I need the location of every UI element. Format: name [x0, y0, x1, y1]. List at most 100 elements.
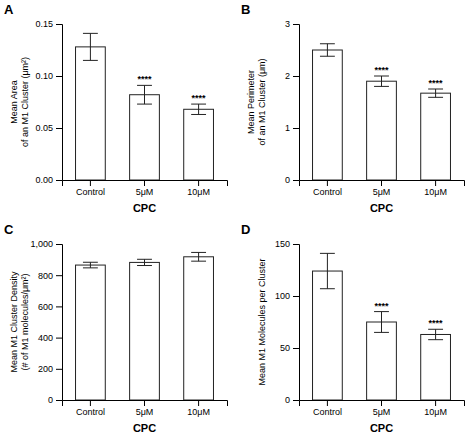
panel: 0123Control5μM10μM********CPCMean Perime… — [241, 2, 465, 214]
tick: 10μM — [187, 400, 210, 417]
tick-label: 10μM — [187, 407, 210, 417]
y-axis-title-line: of an M1 Cluster (μm²) — [20, 57, 30, 147]
y-axis-title-line: Mean M1 Molecules per Cluster — [257, 258, 267, 385]
annotation: **** — [374, 301, 389, 311]
bar — [184, 257, 214, 400]
bar — [184, 109, 214, 180]
error-bar — [320, 253, 335, 288]
tick-mark — [56, 275, 62, 276]
tick: 600 — [38, 302, 62, 312]
tick: 400 — [38, 333, 62, 343]
tick-label: 5μM — [373, 187, 391, 197]
bar — [313, 271, 343, 400]
tick: 5μM — [136, 180, 154, 197]
marks — [76, 252, 214, 400]
tick-mark — [144, 400, 145, 406]
bar — [313, 50, 343, 180]
y-axis-title-line: Mean Perimeter — [246, 70, 256, 134]
plot-area: 02004006008001,000Control5μM10μMCPCMean … — [9, 239, 227, 434]
bar — [130, 262, 160, 400]
axis-line — [293, 25, 300, 181]
tick-label: Control — [313, 187, 342, 197]
tick: 0.05 — [35, 123, 62, 133]
tick: 1,000 — [30, 239, 62, 249]
tick-mark — [56, 24, 62, 25]
tick-mark — [56, 400, 62, 401]
tick-mark — [56, 76, 62, 77]
tick-mark — [327, 180, 328, 186]
bar — [76, 47, 106, 180]
tick-label: 0 — [48, 395, 53, 405]
x-axis: Control5μM10μM — [300, 180, 465, 197]
bar — [421, 93, 451, 180]
error-bar — [320, 44, 335, 56]
tick-label: 150 — [275, 239, 290, 249]
error-bar — [83, 33, 98, 60]
panel-label: A — [4, 2, 14, 17]
tick-mark — [56, 338, 62, 339]
tick-label: 600 — [38, 302, 53, 312]
y-axis: 050100150 — [275, 239, 300, 405]
tick: 0.15 — [35, 19, 62, 29]
tick: 5μM — [373, 400, 391, 417]
x-axis: Control 5μM 10μM — [63, 180, 228, 197]
tick: Control — [313, 180, 342, 197]
tick: 5μM — [373, 180, 391, 197]
tick-label: 400 — [38, 333, 53, 343]
tick-mark — [90, 400, 91, 406]
tick-mark — [327, 400, 328, 406]
panel-label: B — [241, 2, 250, 17]
tick-label: 50 — [280, 343, 290, 353]
x-axis-title: CPC — [370, 202, 393, 214]
panel: 050100150Control5μM10μM********CPCMean M… — [241, 222, 465, 434]
error-bar — [191, 104, 206, 114]
tick: Control — [76, 180, 105, 197]
error-bar — [428, 329, 443, 339]
chart: 0.000.050.100.15Control5μM10μM********CP… — [0, 0, 474, 440]
tick: Control — [76, 400, 105, 417]
tick: 5μM — [136, 400, 154, 417]
tick-label: 5μM — [136, 407, 154, 417]
axis-line — [56, 25, 63, 181]
background — [0, 0, 474, 440]
tick: 50 — [280, 343, 299, 353]
tick: 10μM — [424, 400, 447, 417]
y-axis: 02004006008001,000 — [30, 239, 62, 405]
tick-mark — [56, 244, 62, 245]
tick-mark — [56, 306, 62, 307]
bar — [367, 322, 397, 400]
tick: 0.00 — [35, 175, 62, 185]
tick: 150 — [275, 239, 299, 249]
y-axis-title: Mean M1 Molecules per Cluster — [257, 258, 267, 385]
tick-label: 0.10 — [35, 71, 53, 81]
x-axis-title: CPC — [133, 422, 156, 434]
tick-mark — [144, 180, 145, 186]
bar — [76, 265, 106, 400]
plot-area: 0123Control5μM10μM********CPCMean Perime… — [246, 19, 464, 214]
tick-mark — [90, 180, 91, 186]
marks — [313, 253, 451, 400]
tick: 800 — [38, 271, 62, 281]
tick-label: 10μM — [424, 407, 447, 417]
tick-mark — [293, 24, 299, 25]
x-axis: Control 5μM 10μM — [63, 400, 228, 417]
tick-label: Control — [76, 407, 105, 417]
tick-label: Control — [76, 187, 105, 197]
tick-label: 5μM — [373, 407, 391, 417]
x-axis-title: CPC — [370, 422, 393, 434]
tick-mark — [293, 400, 299, 401]
axis-line — [63, 401, 228, 407]
y-axis: 0123 — [285, 19, 300, 185]
y-axis-title-line: Mean Area — [9, 80, 19, 124]
tick: 2 — [285, 71, 299, 81]
x-axis: Control5μM10μM — [300, 400, 465, 417]
tick-label: 1,000 — [30, 239, 53, 249]
plot-area: 0.000.050.100.15Control5μM10μM********CP… — [9, 19, 227, 214]
panel: 0.000.050.100.15Control5μM10μM********CP… — [4, 2, 228, 214]
y-axis-title: Mean Areaof an M1 Cluster (μm²) — [9, 57, 30, 147]
tick-mark — [381, 400, 382, 406]
panel-label: D — [241, 222, 250, 237]
panel: 02004006008001,000Control5μM10μMCPCMean … — [4, 222, 228, 434]
tick-label: 10μM — [187, 187, 210, 197]
error-bar — [83, 262, 98, 268]
